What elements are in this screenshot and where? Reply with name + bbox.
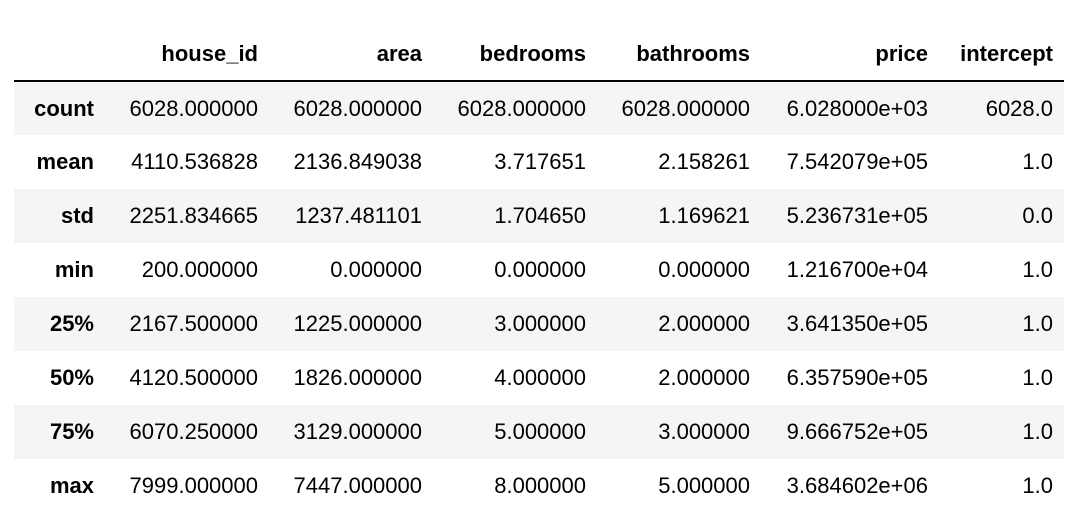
table-cell: 200.000000 <box>141 257 258 282</box>
table-cell: 2251.834665 <box>129 203 258 228</box>
table-cell: 1.0 <box>1022 365 1053 390</box>
table-cell: 6028.0 <box>985 95 1053 121</box>
row-label: max <box>49 473 94 498</box>
table-cell: 2.000000 <box>658 365 750 390</box>
table-cell: 3.000000 <box>658 419 750 444</box>
table-cell: 5.000000 <box>494 419 586 444</box>
table-cell: 1.0 <box>1022 257 1053 282</box>
table-cell: 2136.849038 <box>293 149 422 174</box>
row-label: count <box>34 95 94 121</box>
row-label: 50% <box>49 365 94 390</box>
index-header <box>14 28 105 82</box>
column-header-price: price <box>761 28 939 82</box>
table-cell: 8.000000 <box>494 473 586 498</box>
table-cell: 0.000000 <box>494 257 586 282</box>
table-cell: 4.000000 <box>494 365 586 390</box>
table-row: max 7999.000000 7447.000000 8.000000 5.0… <box>14 459 1064 513</box>
table-cell: 1225.000000 <box>293 311 422 336</box>
row-label: std <box>61 203 94 228</box>
table-row: 75% 6070.250000 3129.000000 5.000000 3.0… <box>14 405 1064 459</box>
dataframe-output: house_id area bedrooms bathrooms price i… <box>14 28 1064 513</box>
table-cell: 4110.536828 <box>131 149 258 174</box>
table-cell: 6028.000000 <box>129 95 258 121</box>
table-row: 25% 2167.500000 1225.000000 3.000000 2.0… <box>14 297 1064 351</box>
table-cell: 6.028000e+03 <box>786 95 928 121</box>
row-label: mean <box>36 149 94 174</box>
column-header-house-id: house_id <box>105 28 269 82</box>
table-cell: 1826.000000 <box>293 365 422 390</box>
table-cell: 0.000000 <box>658 257 750 282</box>
table-cell: 6.357590e+05 <box>786 365 928 390</box>
row-label: 75% <box>49 419 94 444</box>
table-cell: 3129.000000 <box>293 419 422 444</box>
table-cell: 6028.000000 <box>457 95 586 121</box>
table-cell: 6028.000000 <box>293 95 422 121</box>
column-header-area: area <box>269 28 433 82</box>
table-cell: 7447.000000 <box>293 473 422 498</box>
table-cell: 7999.000000 <box>129 473 258 498</box>
table-cell: 2.000000 <box>658 311 750 336</box>
table-cell: 6070.250000 <box>129 419 258 444</box>
column-header-bedrooms: bedrooms <box>433 28 597 82</box>
table-cell: 5.000000 <box>658 473 750 498</box>
table-cell: 1.0 <box>1022 311 1053 336</box>
table-cell: 3.000000 <box>494 311 586 336</box>
table-cell: 0.000000 <box>330 257 422 282</box>
header-row: house_id area bedrooms bathrooms price i… <box>14 28 1064 82</box>
table-row: std 2251.834665 1237.481101 1.704650 1.1… <box>14 189 1064 243</box>
table-cell: 2.158261 <box>658 149 750 174</box>
row-label: min <box>54 257 94 282</box>
table-cell: 3.684602e+06 <box>786 473 928 498</box>
table-cell: 1.0 <box>1022 473 1053 498</box>
table-cell: 5.236731e+05 <box>786 203 928 228</box>
column-header-bathrooms: bathrooms <box>597 28 761 82</box>
table-cell: 4120.500000 <box>129 365 258 390</box>
table-header: house_id area bedrooms bathrooms price i… <box>14 28 1064 82</box>
table-cell: 0.0 <box>1022 203 1053 228</box>
table-cell: 3.717651 <box>494 149 586 174</box>
table-cell: 9.666752e+05 <box>786 419 928 444</box>
table-cell: 1.704650 <box>494 203 586 228</box>
column-header-intercept: intercept <box>939 28 1064 82</box>
table-row: 50% 4120.500000 1826.000000 4.000000 2.0… <box>14 351 1064 405</box>
table-cell: 6028.000000 <box>621 95 750 121</box>
row-label: 25% <box>49 311 94 336</box>
table-row: mean 4110.536828 2136.849038 3.717651 2.… <box>14 135 1064 189</box>
table-cell: 1.0 <box>1022 419 1053 444</box>
table-cell: 2167.500000 <box>129 311 258 336</box>
table-row: count 6028.000000 6028.000000 6028.00000… <box>14 81 1064 135</box>
table-cell: 3.641350e+05 <box>786 311 928 336</box>
table-cell: 1.169621 <box>658 203 750 228</box>
table-cell: 1.216700e+04 <box>786 257 928 282</box>
table-cell: 1237.481101 <box>295 203 422 228</box>
table-row: min 200.000000 0.000000 0.000000 0.00000… <box>14 243 1064 297</box>
table-cell: 1.0 <box>1022 149 1053 174</box>
describe-table: house_id area bedrooms bathrooms price i… <box>14 28 1064 513</box>
table-body: count 6028.000000 6028.000000 6028.00000… <box>14 81 1064 513</box>
table-cell: 7.542079e+05 <box>786 149 928 174</box>
